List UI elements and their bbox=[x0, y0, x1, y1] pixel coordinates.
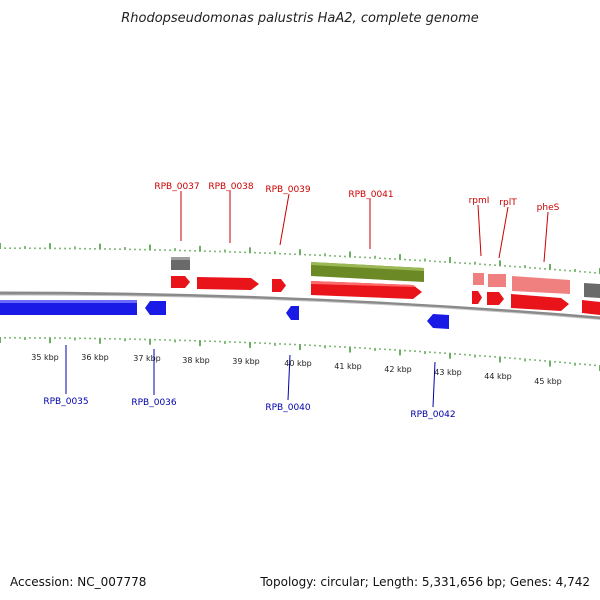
map-title: Rhodopseudomonas palustris HaA2, complet… bbox=[121, 11, 479, 26]
accession-text: Accession: NC_007778 bbox=[10, 575, 146, 589]
label-rpmI[interactable]: rpmI bbox=[469, 196, 490, 206]
gene-RPB_0037[interactable] bbox=[171, 276, 190, 288]
forward-genes bbox=[171, 257, 600, 315]
label-RPB_0040[interactable]: RPB_0040 bbox=[265, 403, 311, 413]
gene-RPB_0040[interactable] bbox=[286, 306, 299, 320]
label-RPB_0036[interactable]: RPB_0036 bbox=[131, 398, 177, 408]
forward-label-text: RPB_0037 RPB_0038 RPB_0039 RPB_0041 rpmI… bbox=[154, 182, 559, 213]
pseudogene-RPB_0037[interactable] bbox=[171, 257, 190, 270]
gene-RPB_0038[interactable] bbox=[197, 277, 259, 290]
gene-RPB_0039[interactable] bbox=[272, 279, 286, 292]
label-rplT[interactable]: rplT bbox=[499, 198, 517, 208]
genome-summary-text: Topology: circular; Length: 5,331,656 bp… bbox=[259, 575, 590, 589]
gene-rplT[interactable] bbox=[487, 292, 504, 305]
kbp-scale: 35 kbp 36 kbp 37 kbp 38 kbp 39 kbp 40 kb… bbox=[31, 353, 562, 386]
label-RPB_0042[interactable]: RPB_0042 bbox=[410, 410, 455, 420]
kbp-label: 43 kbp bbox=[434, 368, 462, 377]
gene-RPB_0036[interactable] bbox=[145, 301, 166, 315]
reverse-genes bbox=[0, 300, 449, 329]
label-RPB_0035[interactable]: RPB_0035 bbox=[43, 397, 88, 407]
kbp-label: 36 kbp bbox=[81, 353, 109, 362]
gene-pheS[interactable] bbox=[511, 294, 569, 311]
pseudogene-next[interactable] bbox=[584, 283, 600, 298]
kbp-label: 42 kbp bbox=[384, 365, 412, 374]
reverse-label-text: RPB_0035 RPB_0036 RPB_0040 RPB_0042 bbox=[43, 397, 455, 420]
bottom-tick-track bbox=[0, 337, 600, 371]
kbp-label: 45 kbp bbox=[534, 377, 562, 386]
genome-backbone bbox=[0, 291, 600, 320]
kbp-label: 39 kbp bbox=[232, 357, 260, 366]
label-RPB_0041[interactable]: RPB_0041 bbox=[348, 190, 393, 200]
rna-pheS[interactable] bbox=[512, 276, 570, 294]
kbp-label: 41 kbp bbox=[334, 362, 362, 371]
rna-rplT[interactable] bbox=[488, 274, 506, 287]
top-tick-track bbox=[0, 243, 600, 274]
label-RPB_0039[interactable]: RPB_0039 bbox=[265, 185, 311, 195]
gene-next[interactable] bbox=[582, 300, 600, 315]
gene-RPB_0042[interactable] bbox=[427, 314, 449, 329]
rna-rpmI[interactable] bbox=[473, 273, 484, 285]
reverse-gene-labels bbox=[65, 345, 436, 408]
kbp-label: 37 kbp bbox=[133, 354, 161, 363]
kbp-label: 40 kbp bbox=[284, 359, 312, 368]
kbp-label: 38 kbp bbox=[182, 356, 210, 365]
label-RPB_0037[interactable]: RPB_0037 bbox=[154, 182, 199, 192]
kbp-label: 35 kbp bbox=[31, 353, 59, 362]
gene-rpmI[interactable] bbox=[472, 291, 482, 304]
forward-gene-labels bbox=[180, 191, 549, 263]
gene-RPB_0035[interactable] bbox=[0, 300, 137, 315]
kbp-label: 44 kbp bbox=[484, 372, 512, 381]
label-pheS[interactable]: pheS bbox=[537, 203, 560, 213]
label-RPB_0038[interactable]: RPB_0038 bbox=[208, 182, 254, 192]
